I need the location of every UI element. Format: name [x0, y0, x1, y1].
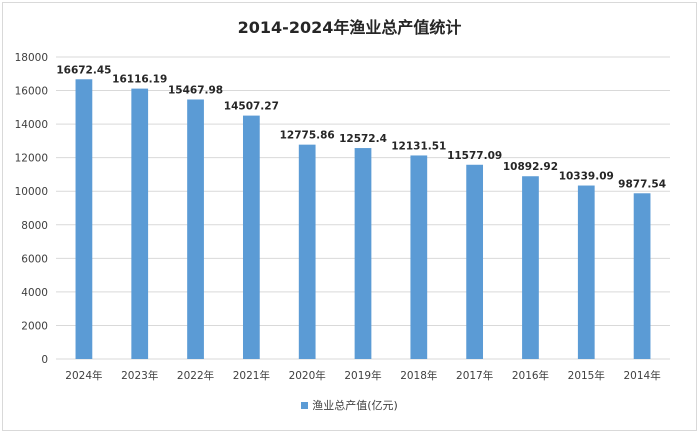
bar	[354, 148, 372, 359]
x-tick-label: 2023年	[121, 369, 158, 382]
y-tick-label: 0	[41, 354, 48, 366]
bars	[75, 79, 651, 360]
data-label: 9877.54	[618, 178, 666, 190]
y-tick-label: 12000	[15, 153, 48, 165]
bar	[522, 176, 539, 359]
x-tick-label: 2019年	[344, 369, 381, 382]
bar	[410, 155, 428, 359]
data-label: 12775.86	[280, 130, 335, 142]
bar	[75, 79, 93, 359]
y-tick-label: 2000	[21, 320, 48, 332]
data-label: 10892.92	[503, 161, 558, 173]
chart-title: 2014-2024年渔业总产值统计	[237, 18, 462, 37]
x-tick-label: 2024年	[65, 369, 102, 382]
data-label: 14507.27	[224, 101, 279, 113]
y-axis-ticks: 0 2000 4000 6000 8000 10000 12000 14000 16000 180…	[15, 52, 48, 366]
legend-label: 渔业总产值(亿元)	[312, 399, 398, 412]
x-tick-label: 2022年	[177, 369, 214, 382]
legend-swatch	[301, 401, 309, 409]
x-tick-label: 2015年	[568, 369, 605, 382]
x-tick-label: 2017年	[456, 369, 493, 382]
x-tick-label: 2018年	[400, 369, 437, 382]
data-label: 12572.4	[339, 133, 387, 145]
data-label: 16116.19	[112, 74, 167, 86]
x-tick-label: 2020年	[289, 369, 326, 382]
y-tick-label: 10000	[15, 186, 48, 198]
data-label: 11577.09	[447, 150, 502, 162]
x-tick-label: 2016年	[512, 369, 549, 382]
y-tick-label: 6000	[21, 253, 48, 265]
x-tick-label: 2014年	[623, 369, 660, 382]
y-tick-label: 14000	[15, 119, 48, 131]
bar	[131, 88, 149, 360]
x-tick-label: 2021年	[233, 369, 270, 382]
data-label: 15467.98	[168, 84, 223, 96]
bar	[298, 144, 316, 359]
data-label: 10339.09	[559, 171, 614, 183]
y-tick-label: 18000	[15, 52, 48, 64]
y-tick-label: 8000	[21, 220, 48, 232]
data-label: 12131.51	[391, 140, 446, 152]
legend: 渔业总产值(亿元)	[0, 397, 699, 413]
x-axis-ticks: 2024年 2023年 2022年 2021年 2020年 2019年 2018年 2017年…	[65, 369, 660, 382]
bar	[577, 185, 595, 359]
bar	[633, 193, 651, 359]
bar	[187, 99, 204, 360]
data-label: 16672.45	[56, 64, 111, 76]
y-tick-label: 16000	[15, 86, 48, 98]
bar	[466, 164, 484, 359]
bar	[242, 115, 260, 359]
y-tick-label: 4000	[21, 287, 48, 299]
